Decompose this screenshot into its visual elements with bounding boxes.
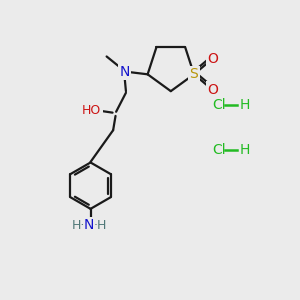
Text: Cl: Cl: [212, 98, 226, 112]
Text: N: N: [84, 218, 94, 232]
Text: S: S: [190, 67, 198, 81]
Text: O: O: [207, 83, 218, 97]
Text: HO: HO: [82, 104, 101, 117]
Text: H: H: [239, 98, 250, 112]
Text: H: H: [239, 143, 250, 157]
Text: H·: H·: [71, 219, 85, 232]
Text: N: N: [119, 65, 130, 79]
Text: Cl: Cl: [212, 143, 226, 157]
Text: ·H: ·H: [93, 219, 107, 232]
Text: O: O: [207, 52, 218, 66]
